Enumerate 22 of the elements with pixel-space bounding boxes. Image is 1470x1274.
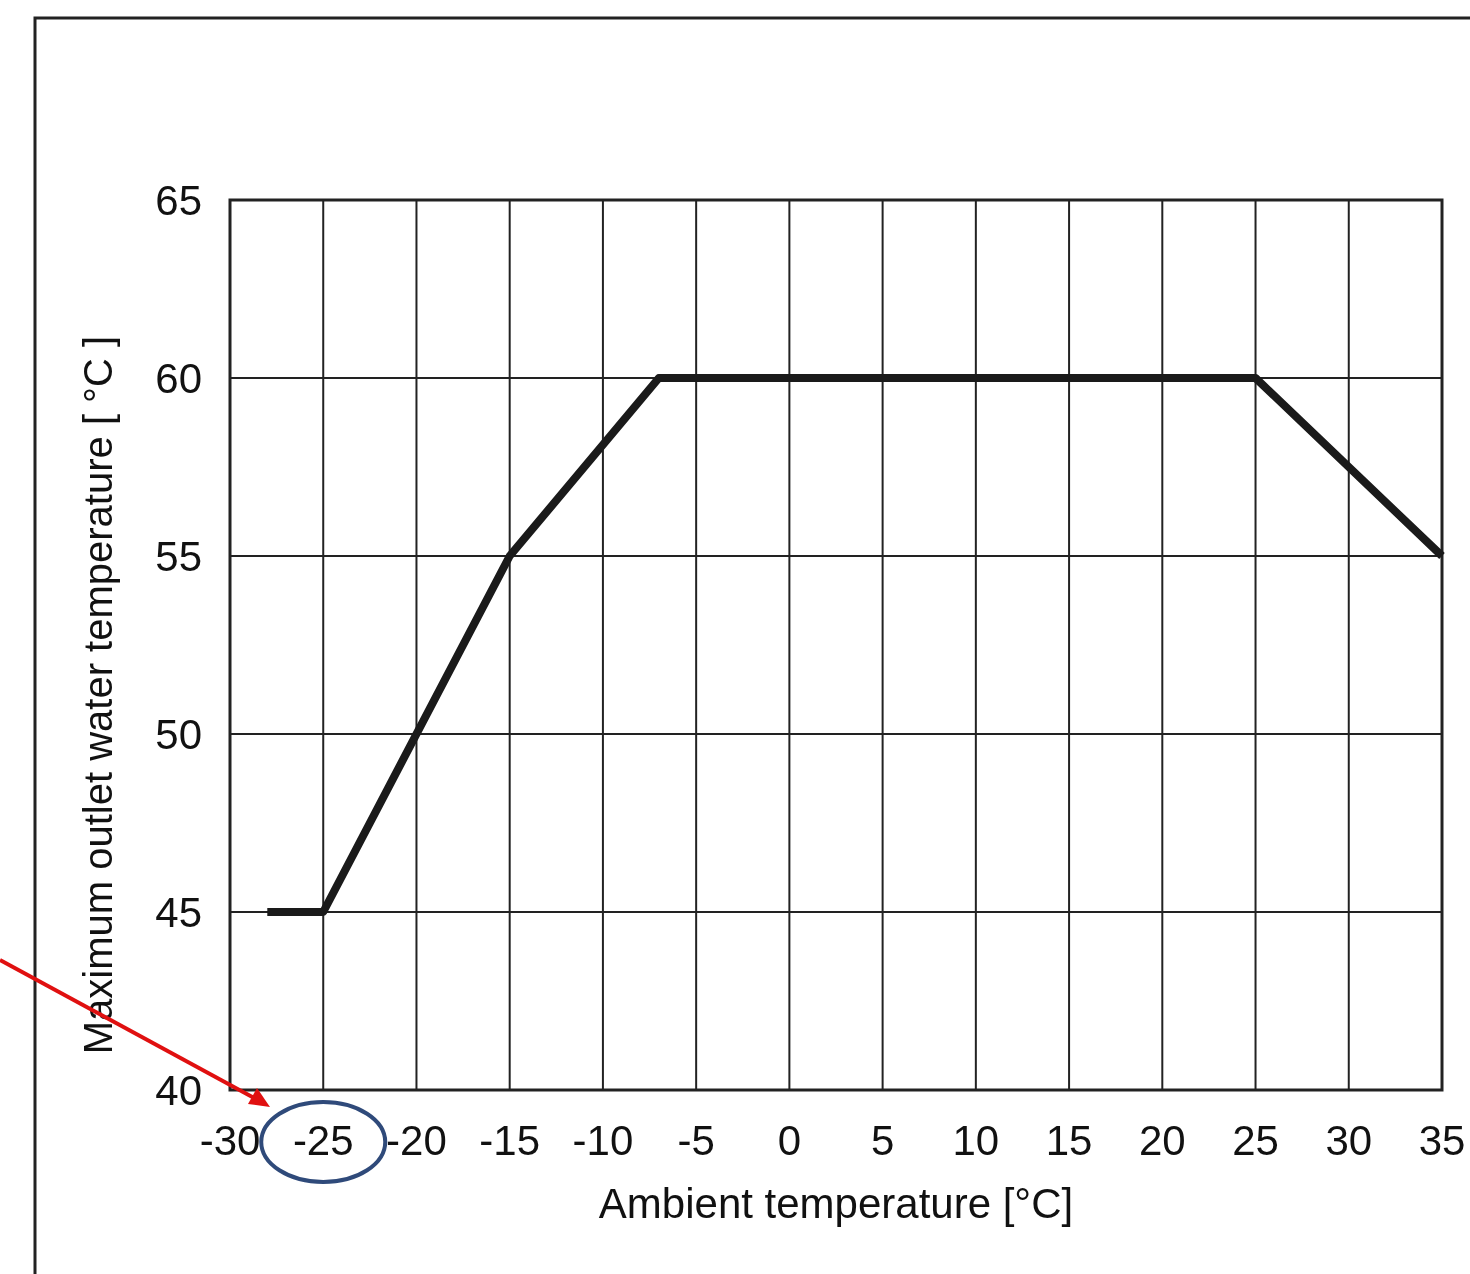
y-tick-label: 65 (155, 177, 202, 224)
x-tick-label: -15 (479, 1117, 541, 1164)
x-tick-label: -10 (572, 1117, 634, 1164)
x-tick-label: 25 (1232, 1117, 1279, 1164)
y-tick-label: 45 (155, 889, 202, 936)
x-tick-label: -30 (199, 1117, 261, 1164)
x-tick-label: 10 (952, 1117, 1000, 1164)
x-tick-label: 20 (1138, 1117, 1186, 1164)
x-tick-label: 15 (1045, 1117, 1093, 1164)
x-tick-label: -5 (677, 1117, 715, 1164)
y-tick-label: 55 (155, 533, 202, 580)
x-tick-label: -25 (292, 1117, 354, 1164)
x-tick-label: 35 (1418, 1117, 1466, 1164)
y-tick-label: 50 (155, 711, 202, 758)
y-axis-title: Maximum outlet water temperature [ °C ] (76, 335, 120, 1055)
y-tick-label: 40 (155, 1067, 202, 1114)
x-tick-label: 5 (870, 1117, 895, 1164)
x-tick-label: -20 (386, 1117, 447, 1164)
x-tick-label: 0 (777, 1117, 802, 1164)
y-tick-label: 60 (155, 355, 202, 402)
x-axis-title: Ambient temperature [°C] (598, 1180, 1074, 1227)
x-tick-label: 30 (1325, 1117, 1373, 1164)
